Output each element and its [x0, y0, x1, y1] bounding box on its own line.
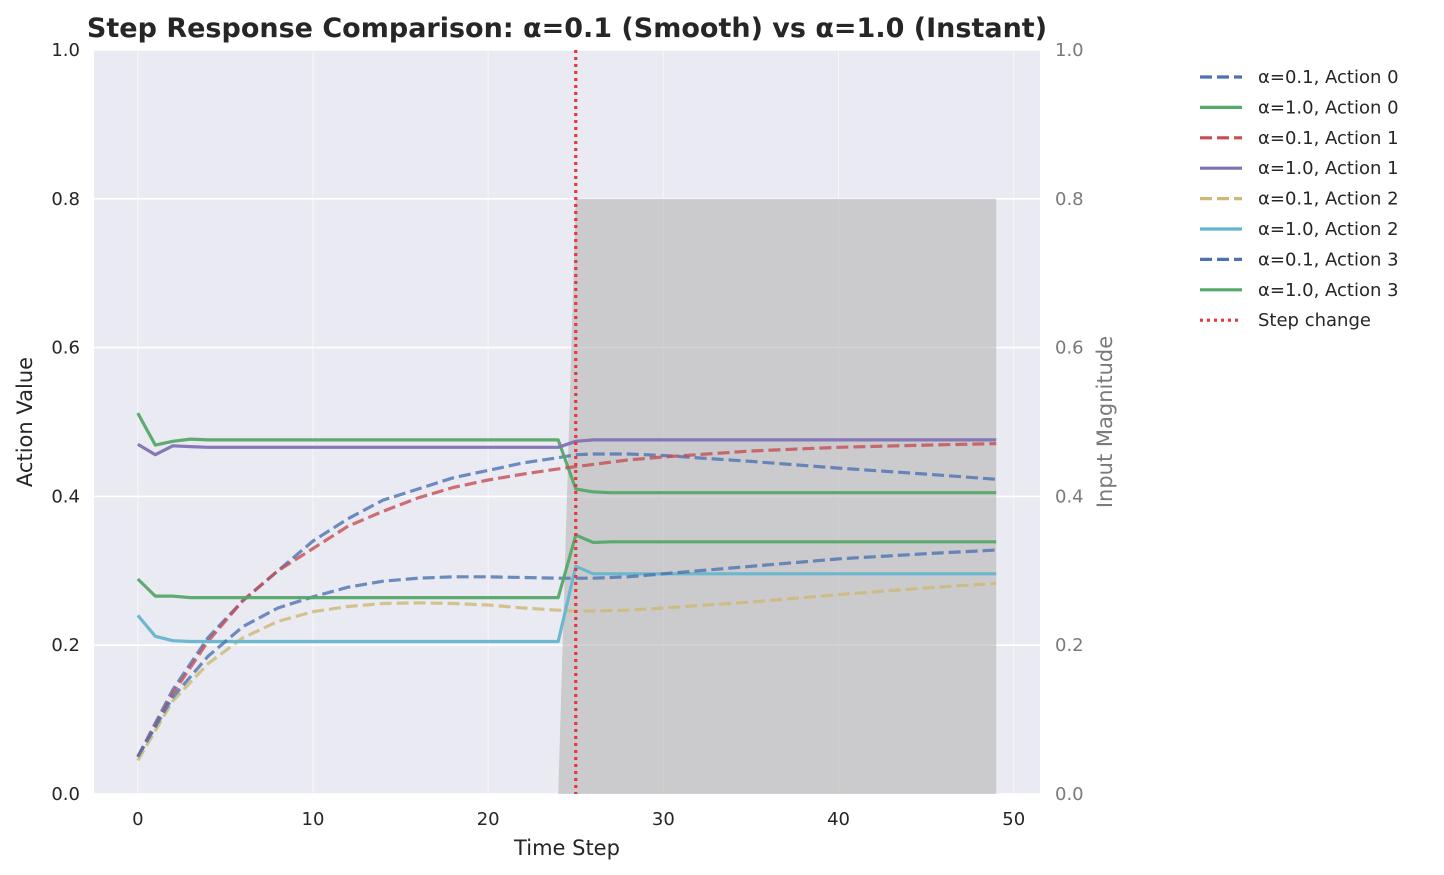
legend-label: α=1.0, Action 0 [1258, 97, 1399, 118]
legend-label: α=1.0, Action 3 [1258, 280, 1399, 301]
x-tick-label: 10 [302, 809, 325, 830]
series-line-4 [136, 581, 997, 762]
tick-labels: 0 10 20 30 40 50 0.0 0.2 0.4 0.6 0.8 1.0 0.0 0.2 0.4 0.… [51, 40, 1083, 830]
series-line-6 [136, 548, 997, 758]
x-axis-label: Time Step [513, 836, 620, 860]
legend: α=0.1, Action 0 α=1.0, Action 0 α=0.1, Act… [1200, 67, 1399, 331]
y-tick-label: 0.0 [51, 784, 80, 805]
legend-label: α=0.1, Action 2 [1258, 189, 1399, 210]
x-tick-label: 30 [652, 809, 675, 830]
series-line-1 [136, 412, 997, 495]
y-axis-right-label: Input Magnitude [1093, 336, 1117, 508]
chart-title: Step Response Comparison: α=0.1 (Smooth)… [87, 13, 1047, 44]
y-right-tick-label: 0.0 [1055, 784, 1084, 805]
legend-label: α=1.0, Action 1 [1258, 158, 1399, 179]
y-right-tick-label: 0.8 [1055, 189, 1084, 210]
series-line-5 [136, 564, 997, 644]
legend-label: α=0.1, Action 0 [1258, 67, 1399, 88]
input-magnitude-fill [137, 198, 997, 795]
y-right-tick-label: 0.4 [1055, 486, 1084, 507]
y-tick-label: 1.0 [51, 40, 80, 61]
y-right-tick-label: 0.6 [1055, 338, 1084, 359]
x-tick-label: 0 [132, 809, 143, 830]
legend-label: α=1.0, Action 2 [1258, 219, 1399, 240]
y-tick-label: 0.4 [51, 486, 80, 507]
series-line-7 [136, 533, 997, 600]
x-tick-label: 40 [827, 809, 850, 830]
y-tick-label: 0.8 [51, 189, 80, 210]
series-line-2 [136, 442, 997, 758]
series-line-3 [136, 438, 997, 457]
y-tick-label: 0.2 [51, 635, 80, 656]
y-right-tick-label: 0.2 [1055, 635, 1084, 656]
input-magnitude-area [137, 198, 997, 795]
y-right-tick-label: 1.0 [1055, 40, 1084, 61]
legend-label: Step change [1258, 310, 1371, 331]
legend-label: α=0.1, Action 1 [1258, 128, 1399, 149]
series-layer [136, 50, 997, 794]
legend-label: α=0.1, Action 3 [1258, 249, 1399, 270]
y-tick-label: 0.6 [51, 338, 80, 359]
x-tick-label: 50 [1002, 809, 1025, 830]
y-axis-label: Action Value [13, 357, 37, 487]
x-tick-label: 20 [477, 809, 500, 830]
